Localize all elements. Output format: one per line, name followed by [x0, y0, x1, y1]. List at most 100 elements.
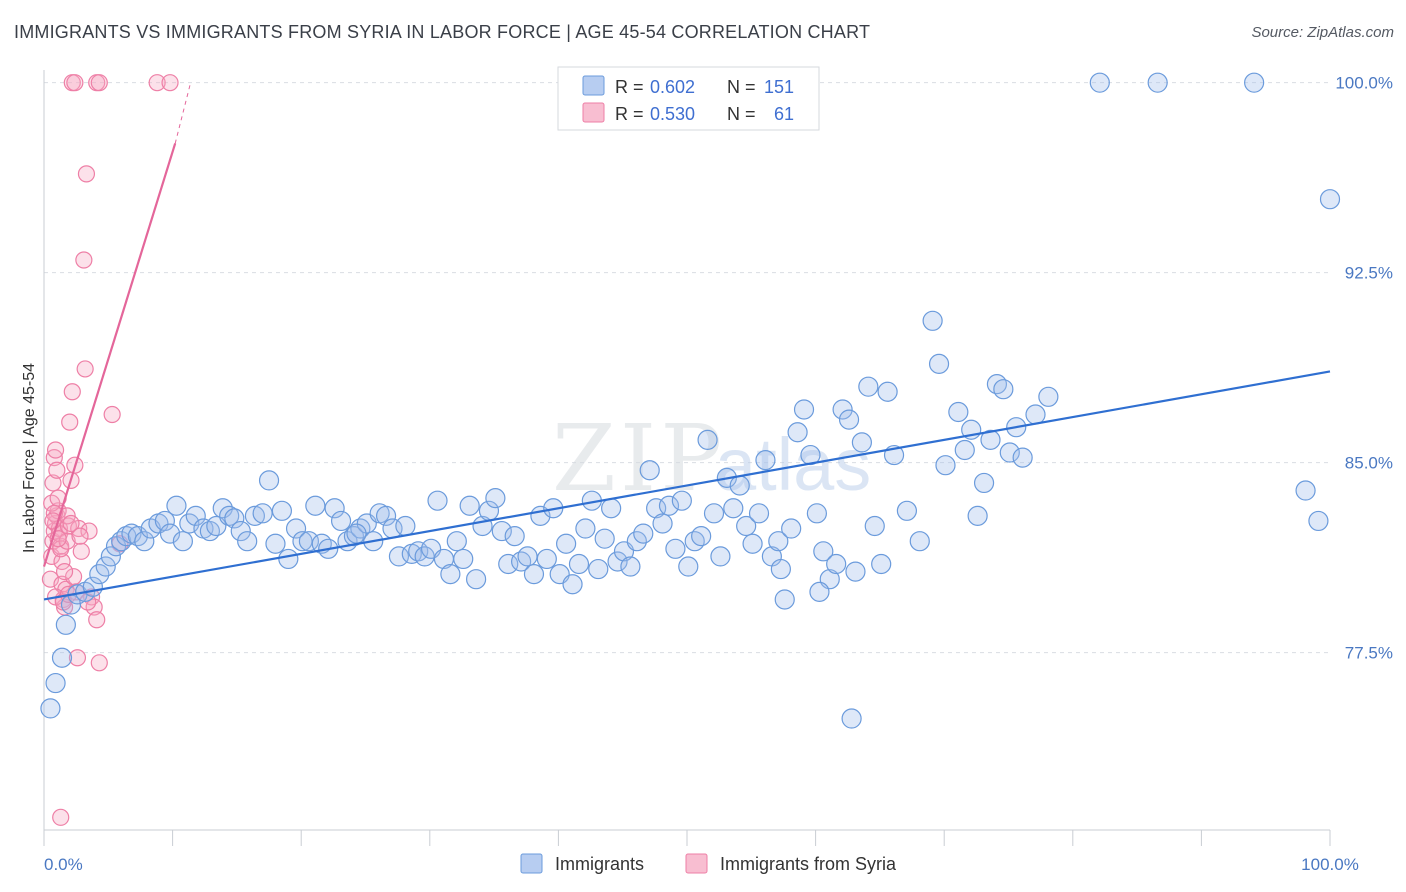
immigrants-point [504, 526, 525, 547]
syria-point [76, 360, 94, 378]
immigrants-point [723, 498, 744, 519]
syria-point [62, 514, 80, 533]
immigrants-point [697, 429, 718, 450]
y-tick-label: 100.0% [1335, 74, 1393, 93]
immigrants-point [224, 508, 245, 529]
immigrants-point [134, 531, 155, 552]
chart-source: Source: ZipAtlas.com [1251, 24, 1394, 41]
syria-point [72, 542, 90, 560]
immigrants-point [909, 531, 930, 552]
immigrants-point [922, 310, 943, 331]
legend-n-value-1: 151 [764, 77, 794, 97]
immigrants-point [427, 490, 448, 511]
watermark-zip: ZIP [552, 405, 726, 512]
immigrants-point [491, 520, 512, 542]
immigrants-point [40, 698, 61, 719]
syria-point [75, 251, 93, 269]
immigrants-point [742, 533, 763, 554]
syria-trend-extension [174, 82, 192, 144]
syria-point [71, 527, 89, 545]
immigrants-point [285, 518, 307, 539]
syria-point [66, 74, 84, 92]
immigrants-point [710, 546, 731, 567]
series-syria-points [41, 74, 179, 826]
trend-lines [42, 82, 1331, 601]
immigrants-point [806, 503, 827, 524]
legend-bottom-label-syria: Immigrants from Syria [720, 854, 897, 874]
immigrants-point [395, 515, 416, 537]
y-tick-label: 77.5% [1345, 644, 1393, 663]
syria-point [80, 522, 98, 540]
immigrants-point [51, 647, 73, 668]
immigrants-point [774, 589, 795, 610]
syria-point [77, 165, 96, 183]
immigrants-point [928, 353, 950, 374]
immigrants-point [330, 510, 352, 532]
immigrants-trend-line [43, 370, 1331, 601]
legend-n-value-2: 61 [774, 104, 794, 124]
immigrants-point [446, 531, 467, 552]
immigrants-point [787, 422, 808, 443]
axes [43, 70, 1331, 846]
chart-title: IMMIGRANTS VS IMMIGRANTS FROM SYRIA IN L… [14, 22, 871, 42]
immigrants-point [601, 498, 622, 519]
immigrants-point [237, 531, 258, 552]
legend-series: Immigrants Immigrants from Syria [520, 853, 897, 874]
immigrants-point [838, 409, 860, 430]
immigrants-point [781, 518, 802, 539]
legend-n-label-1: N = [727, 77, 756, 97]
legend-r-label-2: R = [615, 104, 644, 124]
immigrants-point [813, 541, 834, 562]
immigrants-point [265, 533, 286, 554]
immigrants-point [948, 401, 969, 423]
immigrants-point [793, 399, 815, 420]
legend-bottom-swatch-syria [685, 853, 708, 874]
legend-r-value-2: 0.530 [650, 104, 695, 124]
immigrants-point [671, 490, 692, 511]
immigrants-point [652, 513, 673, 534]
immigrants-point [298, 531, 320, 552]
syria-point [103, 405, 121, 424]
x-tick-label: 100.0% [1301, 855, 1359, 874]
immigrants-point [1089, 72, 1110, 93]
immigrants-point [523, 564, 545, 585]
immigrants-point [252, 503, 273, 524]
legend-n-label-2: N = [727, 104, 756, 124]
syria-point [46, 441, 65, 459]
immigrants-point [646, 498, 667, 519]
immigrants-point [1319, 189, 1341, 210]
immigrants-point [864, 515, 885, 537]
immigrants-point [440, 564, 461, 585]
immigrants-point [219, 505, 240, 526]
immigrants-point [575, 518, 596, 539]
immigrants-point [967, 505, 988, 526]
immigrants-point [159, 523, 181, 544]
immigrants-point [258, 470, 280, 491]
immigrants-point [851, 432, 872, 453]
immigrants-point [594, 528, 615, 549]
syria-point [52, 808, 70, 826]
immigrants-point [607, 551, 628, 572]
immigrants-point [729, 475, 750, 496]
syria-point [88, 611, 106, 629]
immigrants-point [388, 546, 410, 567]
immigrants-point [770, 558, 791, 580]
immigrants-point [658, 495, 680, 516]
immigrants-point [1244, 72, 1265, 93]
immigrants-point [832, 399, 853, 420]
syria-point [55, 562, 74, 581]
legend-stats: R = 0.602 N = 151 R = 0.530 N = 61 [557, 66, 820, 131]
immigrants-point [877, 381, 898, 402]
syria-point [68, 649, 87, 667]
syria-point [44, 474, 62, 492]
legend-r-value-1: 0.602 [650, 77, 695, 97]
legend-r-label-1: R = [615, 77, 644, 97]
legend-bottom-label-immigrants: Immigrants [555, 854, 644, 874]
immigrants-point [748, 503, 770, 524]
syria-point [148, 74, 166, 92]
syria-point [61, 413, 79, 431]
immigrants-point [858, 376, 879, 397]
immigrants-point [536, 548, 557, 570]
immigrants-point [465, 569, 487, 590]
